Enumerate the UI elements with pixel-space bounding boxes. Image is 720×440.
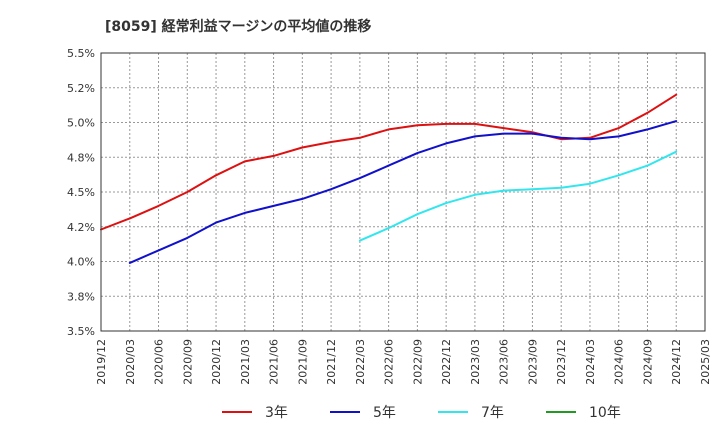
x-tick-label: 2021/12 <box>325 339 338 385</box>
series-lines <box>100 93 678 264</box>
x-tick-label: 2023/12 <box>555 339 568 385</box>
legend: 3年 5年 7年 10年 <box>222 405 621 421</box>
series-line-3 <box>358 150 678 242</box>
y-tick-label: 5.2% <box>67 82 95 95</box>
x-tick-label: 2021/06 <box>268 339 281 385</box>
x-tick-label: 2024/03 <box>584 339 597 385</box>
x-tick-label: 2020/09 <box>181 339 194 385</box>
legend-label: 10年 <box>589 405 621 421</box>
x-tick-label: 2019/12 <box>95 339 108 385</box>
x-axis-ticks: 2019/12 2020/03 2020/06 2020/09 2020/12 2021/… <box>95 339 712 385</box>
grid <box>101 53 705 331</box>
x-tick-label: 2020/03 <box>124 339 137 385</box>
y-tick-label: 5.0% <box>67 117 95 130</box>
x-tick-label: 2022/09 <box>411 339 424 385</box>
x-tick-label: 2020/12 <box>210 339 223 385</box>
y-axis-ticks: 3.5% 3.8% 4.0% 4.2% 4.5% 4.8% 5.0% 5.2% 5.5% <box>67 47 95 338</box>
y-tick-label: 3.5% <box>67 325 95 338</box>
x-tick-label: 2021/09 <box>296 339 309 385</box>
x-tick-label: 2024/06 <box>613 339 626 385</box>
y-tick-label: 4.2% <box>67 221 95 234</box>
chart-title: [8059] 経常利益マージンの平均値の推移 <box>105 18 371 35</box>
y-tick-label: 4.0% <box>67 256 95 269</box>
x-tick-label: 2024/12 <box>670 339 683 385</box>
x-tick-label: 2021/03 <box>239 339 252 385</box>
y-tick-label: 4.8% <box>67 151 95 164</box>
series-line-2 <box>128 120 678 264</box>
y-tick-label: 3.8% <box>67 290 95 303</box>
legend-label: 5年 <box>373 405 396 421</box>
x-tick-label: 2025/03 <box>699 339 712 385</box>
legend-label: 3年 <box>265 405 288 421</box>
x-tick-label: 2023/03 <box>469 339 482 385</box>
x-tick-label: 2020/06 <box>153 339 166 385</box>
x-tick-label: 2022/03 <box>354 339 367 385</box>
plot-area-border <box>100 52 706 332</box>
x-tick-label: 2024/09 <box>641 339 654 385</box>
x-tick-label: 2022/06 <box>383 339 396 385</box>
x-tick-label: 2022/12 <box>440 339 453 385</box>
x-tick-label: 2023/06 <box>498 339 511 385</box>
x-tick-label: 2023/09 <box>526 339 539 385</box>
y-tick-label: 4.5% <box>67 186 95 199</box>
legend-label: 7年 <box>481 405 504 421</box>
y-tick-label: 5.5% <box>67 47 95 60</box>
